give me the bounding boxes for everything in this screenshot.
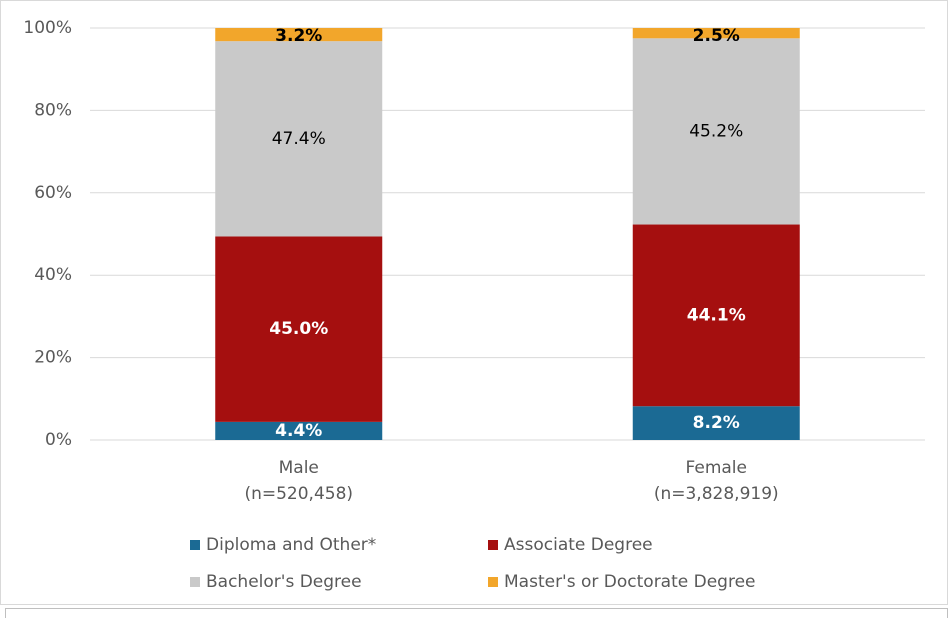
bar-segment: [632, 38, 800, 225]
legend-label: Diploma and Other*: [206, 535, 376, 555]
legend-swatch: [190, 540, 200, 550]
data-label: 3.2%: [275, 26, 322, 46]
legend-label: Bachelor's Degree: [206, 572, 362, 592]
chart-frame: [0, 0, 948, 605]
y-tick-label: 100%: [23, 18, 72, 38]
data-label: 47.4%: [272, 129, 326, 149]
y-tick-label: 80%: [34, 100, 72, 120]
bar-segment: [632, 406, 800, 440]
legend-label: Master's or Doctorate Degree: [504, 572, 756, 592]
data-label: 4.4%: [275, 421, 322, 441]
data-label: 44.1%: [687, 305, 746, 325]
bar-segment: [215, 236, 383, 422]
x-tick-label: (n=3,828,919): [654, 484, 779, 504]
bar-segment: [632, 28, 800, 39]
bar-segment: [215, 421, 383, 440]
data-label: 45.2%: [689, 121, 743, 141]
data-label: 2.5%: [693, 26, 740, 46]
bar-segment: [215, 41, 383, 237]
legend-swatch: [190, 577, 200, 587]
legend-swatch: [488, 540, 498, 550]
bar-segment: [215, 28, 383, 42]
y-tick-label: 40%: [34, 265, 72, 285]
x-tick-label: Male: [279, 458, 319, 478]
x-tick-label: Female: [686, 458, 747, 478]
y-tick-label: 0%: [45, 430, 72, 450]
y-tick-label: 60%: [34, 183, 72, 203]
bar-segment: [632, 224, 800, 407]
data-label: 45.0%: [269, 319, 328, 339]
x-tick-label: (n=520,458): [244, 484, 353, 504]
legend-label: Associate Degree: [504, 535, 653, 555]
data-label: 8.2%: [693, 413, 740, 433]
lower-frame: [5, 608, 948, 618]
legend-swatch: [488, 577, 498, 587]
y-tick-label: 20%: [34, 348, 72, 368]
